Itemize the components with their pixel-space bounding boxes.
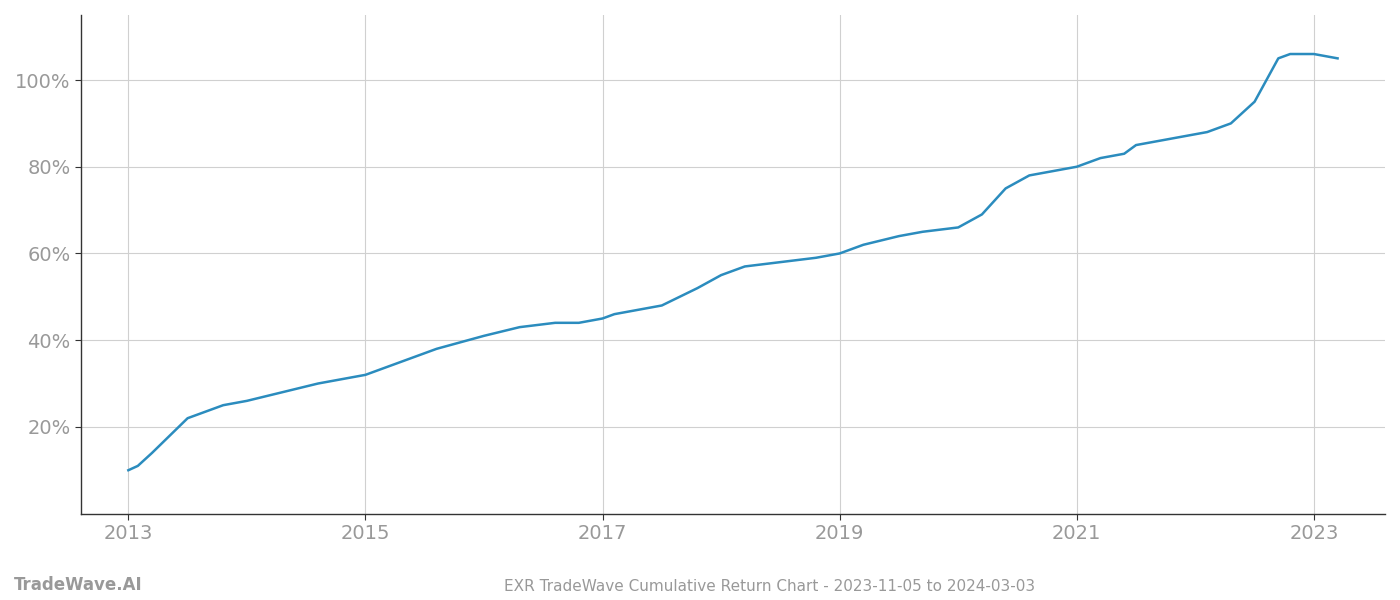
Text: TradeWave.AI: TradeWave.AI bbox=[14, 576, 143, 594]
Text: EXR TradeWave Cumulative Return Chart - 2023-11-05 to 2024-03-03: EXR TradeWave Cumulative Return Chart - … bbox=[504, 579, 1036, 594]
